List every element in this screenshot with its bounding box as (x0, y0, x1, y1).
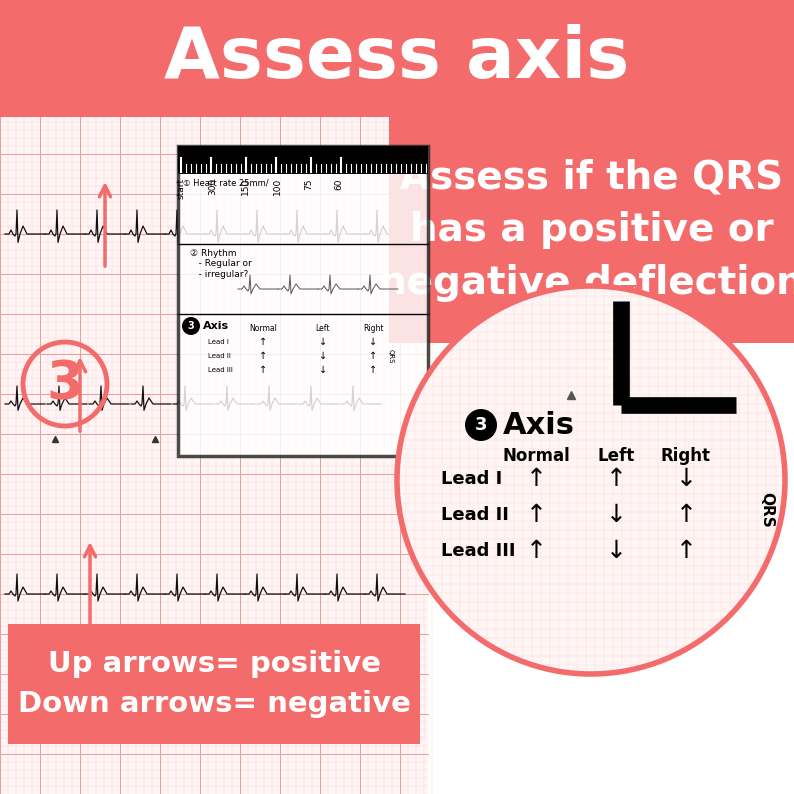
Text: Lead III: Lead III (208, 367, 233, 373)
Text: ↑: ↑ (526, 503, 546, 527)
Text: ↑: ↑ (369, 351, 377, 361)
Bar (0, 117, 428, 794)
Text: Lead II: Lead II (441, 506, 509, 524)
Bar (0, 0, 794, 117)
Text: Lead I: Lead I (441, 470, 503, 488)
Text: ↓: ↓ (319, 351, 327, 361)
Text: 3: 3 (187, 321, 195, 331)
Text: ↑: ↑ (676, 503, 696, 527)
Text: ↑: ↑ (369, 365, 377, 375)
Text: ↑: ↑ (259, 365, 267, 375)
Text: ↓: ↓ (606, 503, 626, 527)
Text: ↑: ↑ (526, 467, 546, 491)
Text: Normal: Normal (502, 447, 570, 465)
Text: Left: Left (597, 447, 634, 465)
Text: Left: Left (316, 324, 330, 333)
Text: start: start (176, 178, 186, 199)
Text: 3: 3 (47, 358, 83, 410)
Text: ↓: ↓ (676, 467, 696, 491)
Text: Lead I: Lead I (208, 339, 229, 345)
Circle shape (182, 317, 200, 335)
Text: ↑: ↑ (259, 337, 267, 347)
Bar (178, 146, 428, 174)
Text: Right: Right (661, 447, 711, 465)
Text: ↓: ↓ (606, 539, 626, 563)
Text: ↓: ↓ (319, 365, 327, 375)
FancyBboxPatch shape (178, 146, 428, 456)
Text: ↓: ↓ (319, 337, 327, 347)
Bar (389, 117, 794, 343)
Circle shape (465, 409, 497, 441)
Text: Up arrows= positive
Down arrows= negative: Up arrows= positive Down arrows= negativ… (17, 650, 410, 718)
Text: ↑: ↑ (606, 467, 626, 491)
Text: QRS: QRS (760, 492, 774, 528)
Text: 100: 100 (272, 178, 282, 195)
Text: 150: 150 (241, 178, 249, 195)
Text: 300: 300 (209, 178, 218, 195)
Text: ↑: ↑ (676, 539, 696, 563)
Text: ↓: ↓ (369, 337, 377, 347)
Text: ① Heart rate 25mm/: ① Heart rate 25mm/ (183, 179, 268, 188)
Text: 60: 60 (334, 178, 344, 190)
Text: 3: 3 (475, 416, 488, 434)
Text: 75: 75 (305, 178, 314, 190)
Text: Axis: Axis (203, 321, 229, 331)
Text: Lead II: Lead II (208, 353, 231, 359)
Text: Right: Right (363, 324, 384, 333)
Circle shape (397, 286, 785, 674)
Text: QRS: QRS (388, 349, 394, 363)
Text: Lead III: Lead III (441, 542, 515, 560)
Text: ↑: ↑ (526, 539, 546, 563)
Text: Assess if the QRS
has a positive or
negative deflection: Assess if the QRS has a positive or nega… (379, 158, 794, 302)
Text: ② Rhythm
   - Regular or
   - irregular?: ② Rhythm - Regular or - irregular? (190, 249, 252, 279)
Text: Normal: Normal (249, 324, 277, 333)
Bar (8, 624, 420, 744)
Text: ↑: ↑ (259, 351, 267, 361)
Text: Axis: Axis (503, 410, 575, 440)
Text: Assess axis: Assess axis (164, 24, 630, 93)
